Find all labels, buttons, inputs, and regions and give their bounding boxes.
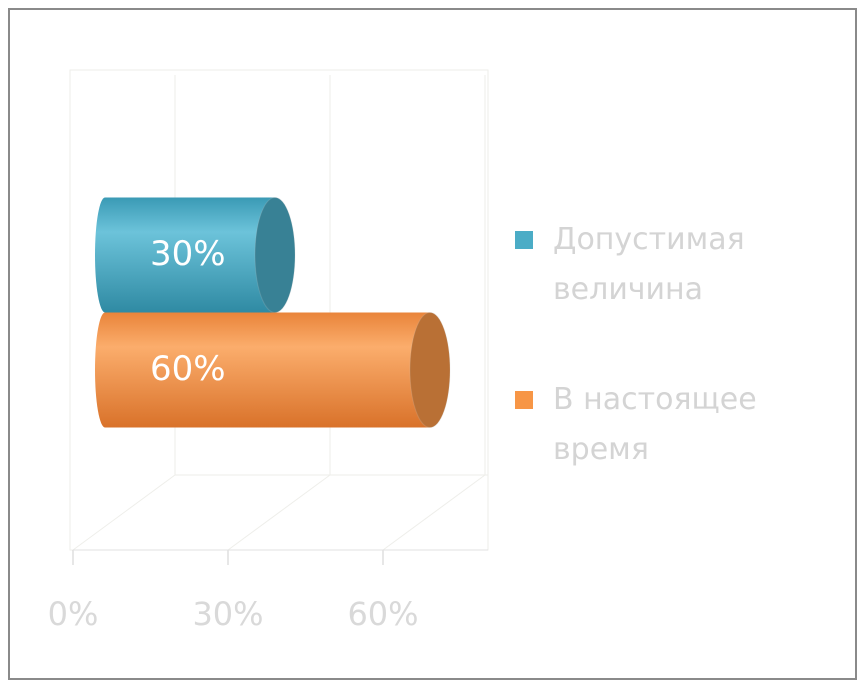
bar — [105, 197, 275, 313]
legend-label: В настоящее время — [553, 382, 757, 467]
legend: Допустимая величина В настоящее время — [515, 215, 815, 535]
bar-base — [95, 197, 115, 313]
legend-swatch — [515, 231, 533, 249]
legend-label: Допустимая величина — [553, 222, 745, 307]
legend-item: В настоящее время — [515, 375, 815, 475]
legend-swatch — [515, 391, 533, 409]
value-label: 60% — [150, 349, 226, 389]
outer-border — [8, 8, 857, 680]
legend-item: Допустимая величина — [515, 215, 815, 315]
x-tick-label: 30% — [192, 595, 263, 633]
grid-line — [227, 474, 331, 551]
x-tick-label: 60% — [347, 595, 418, 633]
bar-cap — [254, 197, 296, 313]
grid-line — [382, 474, 486, 551]
x-tick-label: 0% — [48, 595, 99, 633]
bar-cap — [409, 312, 451, 428]
grid-line — [72, 474, 176, 551]
bar-base — [95, 312, 115, 428]
bar — [105, 312, 430, 428]
value-label: 30% — [150, 234, 226, 274]
